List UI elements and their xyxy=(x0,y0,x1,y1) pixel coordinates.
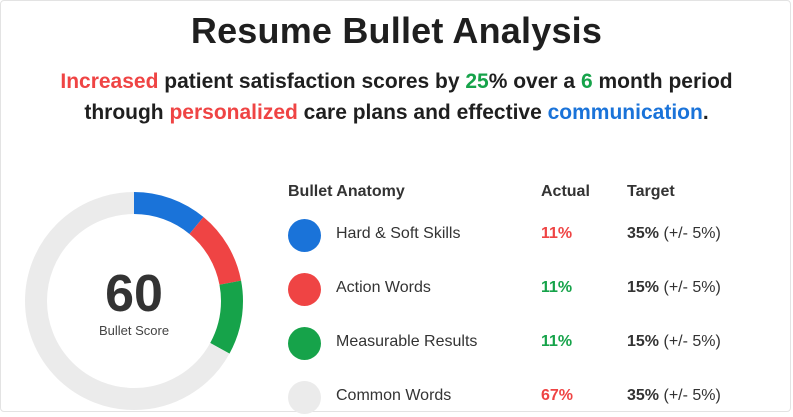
bullet-part: 25 xyxy=(465,70,489,93)
target-tolerance: (+/- 5%) xyxy=(663,225,721,242)
bullet-part: Increased xyxy=(60,70,159,93)
anatomy-row-common-words: Common Words 67% 35% (+/- 5%) xyxy=(288,377,768,417)
anatomy-row-action-words: Action Words 11% 15% (+/- 5%) xyxy=(288,269,768,309)
red-dot-icon xyxy=(288,273,321,306)
row-label: Common Words xyxy=(336,387,452,404)
bullet-part: % over a xyxy=(488,70,581,93)
row-target: 35% (+/- 5%) xyxy=(627,225,721,243)
row-label: Action Words xyxy=(336,279,431,296)
bullet-text: Increased patient satisfaction scores by… xyxy=(25,66,768,128)
target-value: 35% xyxy=(627,387,660,404)
donut-segment-measurable-results xyxy=(25,192,243,410)
row-target: 15% (+/- 5%) xyxy=(627,333,721,351)
target-tolerance: (+/- 5%) xyxy=(663,279,721,296)
row-label: Measurable Results xyxy=(336,333,478,350)
header-bullet-anatomy: Bullet Anatomy xyxy=(288,183,405,200)
bullet-score-value: 60 xyxy=(105,265,163,323)
target-tolerance: (+/- 5%) xyxy=(663,333,721,350)
bullet-part: . xyxy=(702,101,709,124)
green-dot-icon xyxy=(288,327,321,360)
blue-dot-icon xyxy=(288,219,321,252)
row-actual: 11% xyxy=(541,225,573,242)
row-actual: 67% xyxy=(541,387,574,404)
header-target: Target xyxy=(627,183,675,200)
target-value: 15% xyxy=(627,279,660,296)
bullet-part: patient satisfaction scores by xyxy=(158,70,466,93)
bullet-score-label: Bullet Score xyxy=(98,323,170,338)
page-title: Resume Bullet Analysis xyxy=(190,10,603,51)
target-tolerance: (+/- 5%) xyxy=(663,387,721,404)
row-actual: 11% xyxy=(541,279,573,296)
bullet-part: 6 xyxy=(580,70,593,93)
bullet-part: care plans and effective xyxy=(297,101,548,124)
score-block: 60 Bullet Score xyxy=(25,268,243,338)
anatomy-row-measurable-results: Measurable Results 11% 15% (+/- 5%) xyxy=(288,323,768,363)
target-value: 15% xyxy=(627,333,660,350)
row-target: 15% (+/- 5%) xyxy=(627,279,721,297)
row-label: Hard & Soft Skills xyxy=(336,225,461,242)
bullet-part: personalized xyxy=(169,101,298,124)
donut-segment-common-words xyxy=(25,192,243,410)
row-actual: 11% xyxy=(541,333,573,350)
header-actual: Actual xyxy=(541,183,590,200)
anatomy-row-skills: Hard & Soft Skills 11% 35% (+/- 5%) xyxy=(288,215,768,255)
bullet-part: month period through xyxy=(84,70,733,124)
gray-dot-icon xyxy=(288,381,321,414)
score-donut-chart xyxy=(25,192,243,410)
bullet-part: communication xyxy=(547,101,703,124)
row-target: 35% (+/- 5%) xyxy=(627,387,721,405)
target-value: 35% xyxy=(627,225,660,242)
